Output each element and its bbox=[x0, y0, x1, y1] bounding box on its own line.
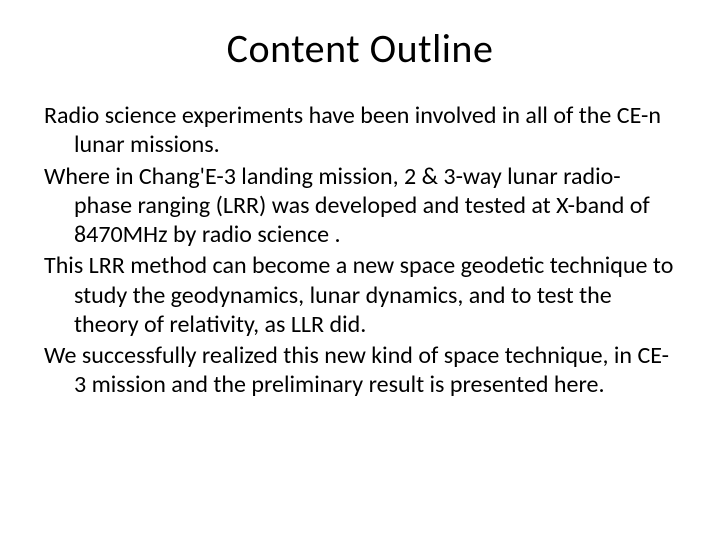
paragraph: Where in Chang'E-3 landing mission, 2 & … bbox=[44, 162, 676, 250]
paragraph: This LRR method can become a new space g… bbox=[44, 251, 676, 339]
slide-title: Content Outline bbox=[44, 24, 676, 73]
paragraph: Radio science experiments have been invo… bbox=[44, 101, 676, 160]
paragraph: We successfully realized this new kind o… bbox=[44, 341, 676, 400]
slide-body: Radio science experiments have been invo… bbox=[44, 101, 676, 400]
slide: Content Outline Radio science experiment… bbox=[0, 0, 720, 540]
